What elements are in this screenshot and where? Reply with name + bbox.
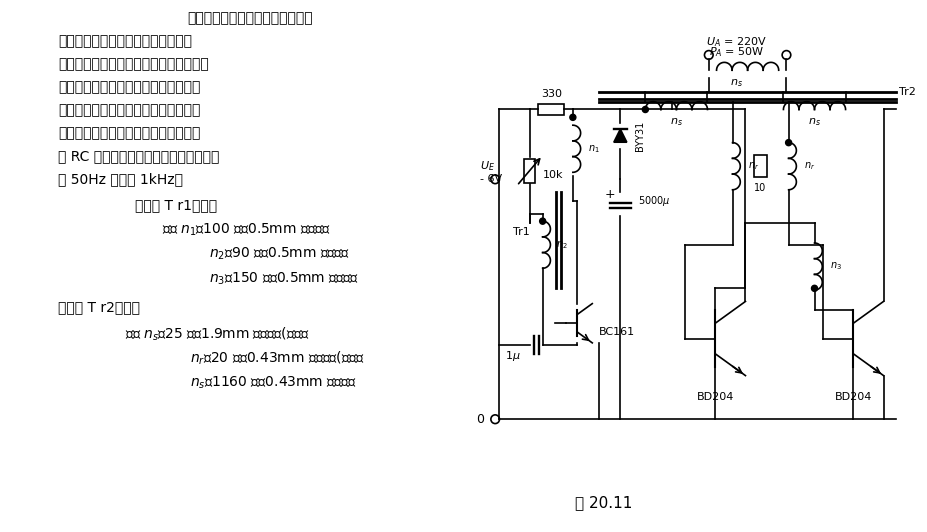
Text: $n_s$: $n_s$ bbox=[807, 117, 820, 128]
Polygon shape bbox=[613, 129, 626, 142]
Text: BYY31: BYY31 bbox=[635, 121, 645, 151]
Text: BD204: BD204 bbox=[833, 393, 871, 402]
Text: $n_s$＝1160 匝，0.43mm 铜漆包线: $n_s$＝1160 匝，0.43mm 铜漆包线 bbox=[190, 375, 357, 391]
Text: 330: 330 bbox=[540, 89, 561, 99]
Circle shape bbox=[539, 218, 545, 224]
Text: $n_s$: $n_s$ bbox=[669, 117, 682, 128]
Text: $U_A$ = 220V: $U_A$ = 220V bbox=[705, 35, 767, 49]
Text: $n_1$: $n_1$ bbox=[588, 143, 599, 155]
Text: $n_2$: $n_2$ bbox=[555, 239, 566, 251]
Text: $n_2$＝90 匝，0.5mm 铜漆包线: $n_2$＝90 匝，0.5mm 铜漆包线 bbox=[209, 246, 349, 262]
Text: $n_3$: $n_3$ bbox=[829, 261, 841, 272]
Text: 变压器 T r2数据：: 变压器 T r2数据： bbox=[58, 301, 140, 314]
Text: +: + bbox=[603, 188, 615, 201]
Text: 个半波的持续时间相同，此时间只决定: 个半波的持续时间相同，此时间只决定 bbox=[58, 126, 200, 140]
Text: Tr1: Tr1 bbox=[512, 227, 529, 237]
Text: $n_3$＝150 匝，0.5mm 铜漆包线: $n_3$＝150 匝，0.5mm 铜漆包线 bbox=[209, 271, 359, 287]
Text: 0: 0 bbox=[476, 413, 484, 426]
Circle shape bbox=[810, 285, 817, 292]
Text: 图 20.11: 图 20.11 bbox=[574, 495, 631, 510]
Text: 5000$\mu$: 5000$\mu$ bbox=[637, 194, 669, 208]
Circle shape bbox=[785, 139, 791, 146]
Text: 通。每个脉冲都使变换器改变状态，因为: 通。每个脉冲都使变换器改变状态，因为 bbox=[58, 57, 209, 71]
Text: 该电路由阻塞振荡变压器的三个绕: 该电路由阻塞振荡变压器的三个绕 bbox=[187, 12, 313, 26]
Text: 电压反向使原先阻断的晶体管导通。两: 电压反向使原先阻断的晶体管导通。两 bbox=[58, 103, 200, 117]
Text: 变压器 T r1数据：: 变压器 T r1数据： bbox=[134, 198, 216, 212]
Text: $U_E$: $U_E$ bbox=[479, 159, 495, 173]
Text: Tr2: Tr2 bbox=[897, 87, 915, 97]
Text: BC161: BC161 bbox=[598, 327, 634, 337]
Text: 两个晶体管短时截止和随后由于变压器: 两个晶体管短时截止和随后由于变压器 bbox=[58, 80, 200, 94]
Text: $n_s$: $n_s$ bbox=[730, 78, 743, 89]
Text: - 6V: - 6V bbox=[479, 174, 502, 184]
Bar bbox=[754, 155, 767, 177]
Text: 10k: 10k bbox=[542, 170, 563, 180]
Text: 10: 10 bbox=[754, 183, 766, 193]
Text: $n_r$: $n_r$ bbox=[747, 160, 758, 172]
Text: $P_A$ = 50W: $P_A$ = 50W bbox=[708, 45, 764, 59]
Text: 于 RC 环节的参数。振荡频率可以方便地: 于 RC 环节的参数。振荡频率可以方便地 bbox=[58, 149, 220, 163]
Text: 组相互耦合使两个晶体管交互控制导: 组相互耦合使两个晶体管交互控制导 bbox=[58, 35, 192, 48]
Circle shape bbox=[569, 114, 576, 120]
Text: $1\mu$: $1\mu$ bbox=[504, 349, 520, 363]
Text: 绕组 $n_s$＝25 匝，1.9mm 铜漆包线(双绕）: 绕组 $n_s$＝25 匝，1.9mm 铜漆包线(双绕） bbox=[125, 326, 310, 343]
Circle shape bbox=[641, 106, 648, 113]
Text: 由 50Hz 调整到 1kHz。: 由 50Hz 调整到 1kHz。 bbox=[58, 172, 184, 186]
Text: BD204: BD204 bbox=[696, 393, 733, 402]
Bar bbox=[538, 104, 564, 115]
Bar bbox=[524, 159, 535, 182]
Text: 绕组 $n_1$＝100 匝，0.5mm 铜漆包线: 绕组 $n_1$＝100 匝，0.5mm 铜漆包线 bbox=[162, 222, 331, 238]
Text: $n_r$: $n_r$ bbox=[803, 160, 814, 172]
Text: $n_r$＝20 匝，0.43mm 铜漆包线(双绕）: $n_r$＝20 匝，0.43mm 铜漆包线(双绕） bbox=[190, 350, 364, 367]
